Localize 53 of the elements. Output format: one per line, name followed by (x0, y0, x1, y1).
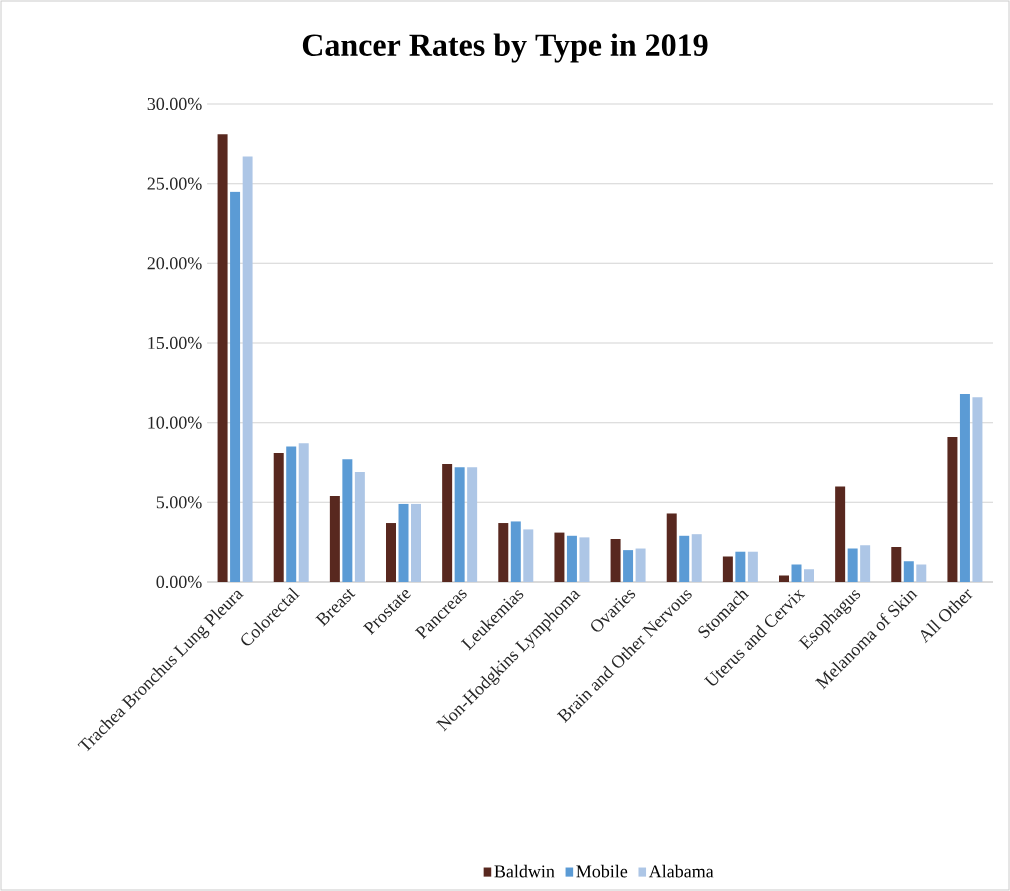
bar (298, 443, 309, 582)
bar (635, 548, 646, 582)
bar (523, 529, 534, 582)
bar (610, 538, 621, 582)
bar (342, 459, 353, 582)
bar (242, 156, 253, 582)
bar (947, 437, 958, 582)
bar (554, 532, 565, 582)
bar (411, 503, 422, 582)
bar (779, 575, 790, 582)
bar (747, 551, 758, 582)
bar (735, 551, 746, 582)
bar (467, 467, 478, 582)
chart-title: Cancer Rates by Type in 2019 (302, 33, 708, 63)
y-tick-label: 15.00% (148, 336, 202, 350)
y-tick-label: 20.00% (147, 257, 202, 270)
bar (666, 513, 677, 582)
bar (804, 569, 815, 582)
y-tick-label: 0.00% (156, 575, 202, 589)
bar (329, 495, 340, 582)
bar (903, 561, 914, 582)
y-tick-label: 30.00% (147, 97, 202, 111)
bar (286, 446, 297, 582)
legend-label: Alabama (648, 864, 714, 878)
bar (386, 523, 397, 582)
y-tick-label: 10.00% (148, 416, 202, 429)
bar (498, 523, 509, 582)
bar (230, 191, 241, 582)
bar (847, 548, 858, 582)
bar (691, 534, 702, 582)
bar (916, 564, 927, 582)
legend-label: Mobile (576, 864, 628, 878)
bar (972, 397, 983, 582)
bar (860, 545, 871, 582)
bar (217, 134, 228, 582)
bar (623, 550, 634, 582)
bar (959, 393, 970, 582)
bar (454, 467, 465, 582)
legend-label: Baldwin (494, 864, 555, 878)
bar (679, 535, 690, 582)
bar (579, 537, 590, 582)
y-tick-label: 5.00% (156, 496, 202, 509)
bar (891, 546, 902, 582)
bar (510, 521, 521, 582)
bar (354, 472, 365, 582)
bar (835, 486, 846, 582)
bar (398, 503, 409, 582)
bar (442, 464, 453, 582)
bar (791, 564, 802, 582)
bar (722, 556, 733, 582)
y-tick-label: 25.00% (147, 177, 202, 190)
bar (273, 452, 284, 582)
bar (566, 535, 577, 582)
